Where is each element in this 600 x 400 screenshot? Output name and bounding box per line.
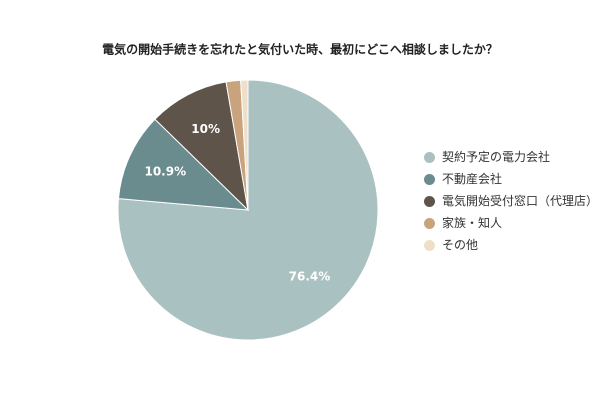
legend-item: 契約予定の電力会社 (424, 150, 594, 165)
pie-slice (240, 79, 249, 211)
legend-item: 不動産会社 (424, 172, 594, 187)
pie-slice (154, 81, 249, 212)
legend-item: 家族・知人 (424, 216, 594, 231)
legend-marker (424, 196, 435, 207)
legend-label: 不動産会社 (442, 172, 503, 186)
data-label: 10% (191, 122, 220, 136)
data-label: 10.9% (144, 165, 186, 179)
legend-label: 家族・知人 (442, 216, 503, 230)
legend-marker (424, 174, 435, 185)
legend-item: その他 (424, 238, 594, 253)
legend-marker (424, 240, 435, 251)
pie-slice (117, 79, 379, 341)
legend: 契約予定の電力会社 不動産会社電気開始受付窓口（代理店） 家族・知人その他 (424, 150, 599, 260)
legend-label: その他 (442, 238, 479, 252)
data-label: 76.4% (289, 270, 331, 284)
legend-item: 電気開始受付窓口（代理店） (424, 194, 599, 209)
pie-slice (117, 118, 250, 211)
legend-marker (424, 152, 435, 163)
legend-label: 電気開始受付窓口（代理店） (442, 194, 599, 208)
legend-label: 契約予定の電力会社 (442, 150, 551, 164)
legend-marker (424, 218, 435, 229)
chart-title: 電気の開始手続きを忘れたと気付いた時、最初にどこへ相談しましたか？ (102, 42, 498, 57)
